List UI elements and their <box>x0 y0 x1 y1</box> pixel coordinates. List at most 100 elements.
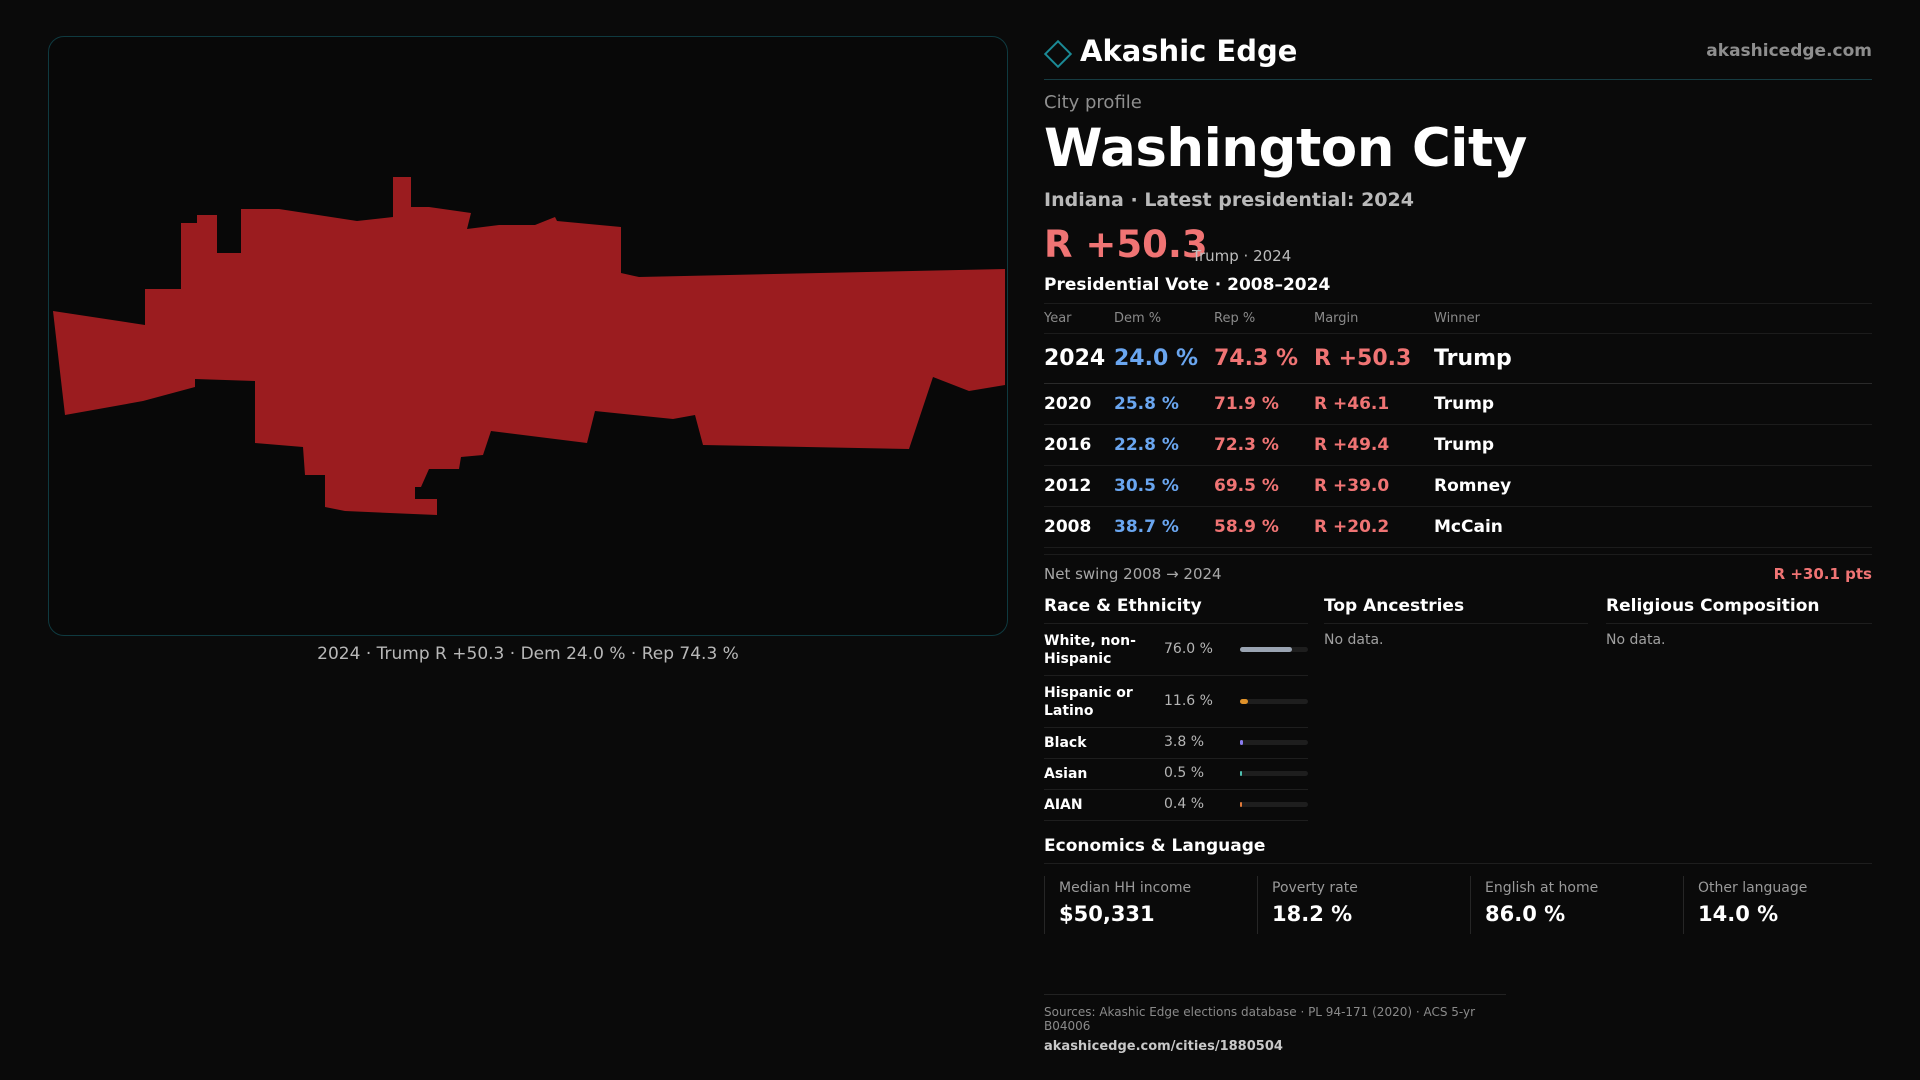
col-header-winner: Winner <box>1434 303 1872 334</box>
city-map[interactable] <box>48 36 1008 636</box>
page-eyebrow: City profile <box>1044 92 1142 113</box>
race-label: White, non-Hispanic <box>1044 633 1136 667</box>
table-row: 2016 22.8 % 72.3 % R +49.4 Trump <box>1044 424 1872 466</box>
race-bar-fill <box>1240 802 1242 807</box>
race-bar-fill <box>1240 740 1243 745</box>
cell-winner: Trump <box>1434 383 1872 425</box>
race-pct: 3.8 % <box>1164 734 1205 750</box>
stat-other-language: Other language 14.0 % <box>1683 876 1807 934</box>
latest-margin-value: R +50.3 <box>1044 223 1208 266</box>
cell-winner: Romney <box>1434 465 1872 507</box>
race-label: AIAN <box>1044 797 1083 813</box>
footer: Sources: Akashic Edge elections database… <box>1044 994 1506 1054</box>
race-row: Black 3.8 % <box>1044 728 1308 759</box>
cell-winner: McCain <box>1434 506 1872 548</box>
stat-median-income: Median HH income $50,331 <box>1044 876 1191 934</box>
stat-value: $50,331 <box>1059 902 1155 926</box>
table-row: 2008 38.7 % 58.9 % R +20.2 McCain <box>1044 506 1872 548</box>
col-header-rep: Rep % <box>1214 303 1314 334</box>
cell-year: 2012 <box>1044 465 1114 507</box>
vote-table: Year Dem % Rep % Margin Winner 2024 24.0… <box>1044 303 1872 548</box>
race-bar-track <box>1240 771 1308 776</box>
latest-margin-note: Trump · 2024 <box>1192 247 1292 265</box>
stat-poverty-rate: Poverty rate 18.2 % <box>1257 876 1358 934</box>
vote-section-title: Presidential Vote · 2008–2024 <box>1044 275 1331 295</box>
cell-dem: 22.8 % <box>1114 424 1214 466</box>
stat-label: Poverty rate <box>1272 880 1358 896</box>
race-section-title: Race & Ethnicity <box>1044 592 1308 624</box>
race-bar-fill <box>1240 647 1292 652</box>
cell-dem: 38.7 % <box>1114 506 1214 548</box>
stat-label: Other language <box>1698 880 1808 896</box>
cell-rep: 58.9 % <box>1214 506 1314 548</box>
net-swing: Net swing 2008 → 2024 R +30.1 pts <box>1044 554 1872 588</box>
race-bar-track <box>1240 802 1308 807</box>
city-boundary-shape[interactable] <box>53 177 1005 515</box>
profile-panel: Akashic Edge akashicedge.com City profil… <box>1043 32 1872 946</box>
ancestries-section-title: Top Ancestries <box>1324 592 1588 624</box>
cell-margin: R +39.0 <box>1314 465 1434 507</box>
brand-name[interactable]: Akashic Edge <box>1080 34 1298 68</box>
demographics-columns: Race & Ethnicity White, non-Hispanic 76.… <box>1044 592 1872 828</box>
table-row: 2020 25.8 % 71.9 % R +46.1 Trump <box>1044 383 1872 425</box>
religion-empty: No data. <box>1606 632 1666 648</box>
cell-year: 2024 <box>1044 333 1114 384</box>
cell-dem: 25.8 % <box>1114 383 1214 425</box>
economics-section-title: Economics & Language <box>1044 828 1872 864</box>
col-header-margin: Margin <box>1314 303 1434 334</box>
race-bar-track <box>1240 740 1308 745</box>
vote-table-header: Year Dem % Rep % Margin Winner <box>1044 303 1872 334</box>
stat-label: Median HH income <box>1059 880 1192 896</box>
cell-margin: R +50.3 <box>1314 333 1434 384</box>
race-row: Hispanic or Latino 11.6 % <box>1044 676 1308 728</box>
race-label: Black <box>1044 735 1087 751</box>
ancestries-section: Top Ancestries No data. <box>1324 592 1588 648</box>
race-pct: 0.5 % <box>1164 765 1205 781</box>
race-label: Asian <box>1044 766 1088 782</box>
race-bar-track <box>1240 647 1308 652</box>
site-link[interactable]: akashicedge.com <box>1706 41 1872 61</box>
cell-margin: R +49.4 <box>1314 424 1434 466</box>
cell-rep: 71.9 % <box>1214 383 1314 425</box>
cell-dem: 24.0 % <box>1114 333 1214 384</box>
stat-label: English at home <box>1485 880 1599 896</box>
race-row: AIAN 0.4 % <box>1044 790 1308 821</box>
header: Akashic Edge akashicedge.com <box>1043 32 1872 80</box>
cell-margin: R +46.1 <box>1314 383 1434 425</box>
stat-value: 14.0 % <box>1698 902 1779 926</box>
col-header-dem: Dem % <box>1114 303 1214 334</box>
race-row: Asian 0.5 % <box>1044 759 1308 790</box>
net-swing-value: R +30.1 pts <box>1773 565 1872 583</box>
table-row: 2012 30.5 % 69.5 % R +39.0 Romney <box>1044 465 1872 507</box>
cell-year: 2016 <box>1044 424 1114 466</box>
race-pct: 0.4 % <box>1164 796 1205 812</box>
page-url-link[interactable]: akashicedge.com/cities/1880504 <box>1044 1039 1283 1054</box>
page-subtitle: Indiana · Latest presidential: 2024 <box>1044 189 1414 211</box>
sources-text: Sources: Akashic Edge elections database… <box>1044 1005 1476 1033</box>
cell-rep: 74.3 % <box>1214 333 1314 384</box>
ancestries-empty: No data. <box>1324 632 1384 648</box>
table-row: 2024 24.0 % 74.3 % R +50.3 Trump <box>1044 333 1872 384</box>
latest-margin: R +50.3 Trump · 2024 <box>1044 223 1872 267</box>
religion-section-title: Religious Composition <box>1606 592 1872 624</box>
diamond-logo-icon <box>1043 39 1073 69</box>
cell-rep: 69.5 % <box>1214 465 1314 507</box>
race-label: Hispanic or Latino <box>1044 685 1133 719</box>
map-caption: 2024 · Trump R +50.3 · Dem 24.0 % · Rep … <box>317 644 739 664</box>
economics-stats: Median HH income $50,331 Poverty rate 18… <box>1044 876 1872 946</box>
cell-winner: Trump <box>1434 424 1872 466</box>
race-bar-track <box>1240 699 1308 704</box>
cell-year: 2020 <box>1044 383 1114 425</box>
race-pct: 76.0 % <box>1164 641 1213 657</box>
race-bar-fill <box>1240 771 1242 776</box>
col-header-year: Year <box>1044 303 1114 334</box>
race-row: White, non-Hispanic 76.0 % <box>1044 624 1308 676</box>
stat-value: 18.2 % <box>1272 902 1353 926</box>
race-bar-fill <box>1240 699 1248 704</box>
cell-rep: 72.3 % <box>1214 424 1314 466</box>
net-swing-label: Net swing 2008 → 2024 <box>1044 565 1222 583</box>
religion-section: Religious Composition No data. <box>1606 592 1872 648</box>
cell-year: 2008 <box>1044 506 1114 548</box>
stat-english-at-home: English at home 86.0 % <box>1470 876 1598 934</box>
stat-value: 86.0 % <box>1485 902 1566 926</box>
